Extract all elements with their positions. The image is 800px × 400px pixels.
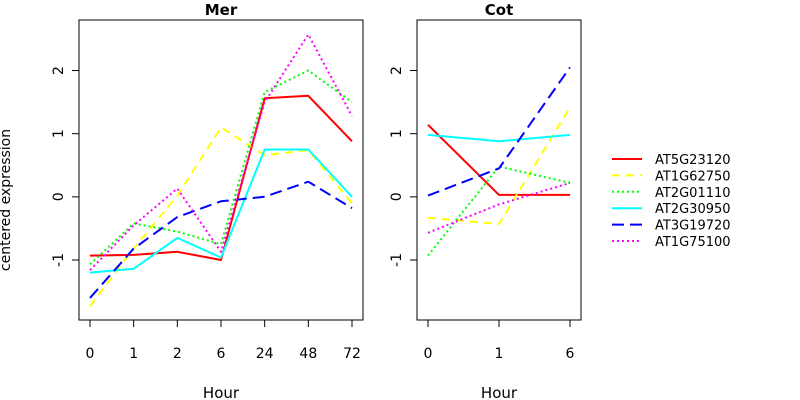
y-tick-label: 2	[389, 66, 405, 75]
y-tick-label: 0	[51, 192, 67, 201]
x-tick-label: 0	[86, 346, 95, 362]
cot-panel: Cot 0 1 6 Hour -1 0 1 2	[389, 1, 582, 400]
series-line-at3g19720	[427, 66, 571, 197]
legend-label: AT2G30950	[655, 202, 731, 217]
series-line-at1g62750	[427, 106, 571, 225]
x-tick-label: 24	[256, 346, 274, 362]
legend-label: AT2G01110	[655, 186, 731, 201]
x-tick-label: 0	[424, 346, 433, 362]
series-line-at2g01110	[427, 165, 571, 257]
legend-label: AT5G23120	[655, 153, 731, 168]
mer-panel: Mer 0 1 2 6 24 48 72 Hour -1 0 1 2	[51, 1, 364, 400]
y-tick-label: -1	[51, 253, 67, 267]
x-tick-label: 6	[217, 346, 226, 362]
x-tick-label: 1	[495, 346, 504, 362]
series-line-at1g75100	[89, 33, 353, 271]
y-tick-label: 2	[51, 66, 67, 75]
plot-frame	[78, 19, 364, 321]
series-line-at1g75100	[427, 181, 571, 234]
series-line-at2g30950	[427, 133, 571, 143]
x-tick-label: 6	[566, 346, 575, 362]
plot-frame	[416, 19, 582, 321]
x-tick-label: 2	[173, 346, 182, 362]
y-axis-label: centered expression	[0, 129, 14, 271]
x-axis-label: Hour	[481, 384, 518, 400]
panel-title: Mer	[205, 1, 238, 19]
x-axis-label: Hour	[203, 384, 240, 400]
panel-title: Cot	[485, 1, 513, 19]
x-tick-label: 48	[299, 346, 317, 362]
legend-label: AT1G62750	[655, 169, 731, 184]
x-tick-label: 1	[129, 346, 138, 362]
legend-label: AT1G75100	[655, 235, 731, 250]
y-tick-label: 0	[389, 192, 405, 201]
series-line-at2g01110	[89, 69, 353, 266]
legend-label: AT3G19720	[655, 219, 731, 234]
y-tick-label: -1	[389, 253, 405, 267]
series-line-at5g23120	[427, 124, 570, 196]
series-line-at2g30950	[89, 148, 353, 274]
y-tick-label: 1	[389, 129, 405, 138]
series-line-at5g23120	[89, 94, 353, 261]
y-tick-label: 1	[51, 129, 67, 138]
x-tick-label: 72	[343, 346, 361, 362]
series-line-at3g19720	[89, 180, 353, 299]
